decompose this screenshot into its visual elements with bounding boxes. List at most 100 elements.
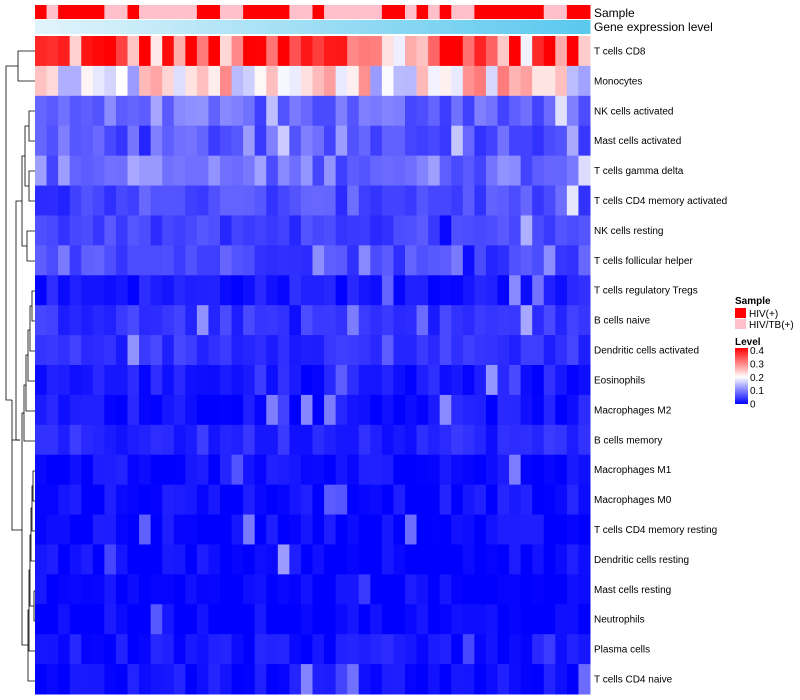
row-label: Monocytes: [594, 76, 642, 87]
heatmap-cell: [520, 95, 533, 127]
heatmap-cell: [58, 514, 71, 545]
heatmap-cell: [208, 215, 221, 246]
heatmap-cell: [416, 634, 429, 665]
heatmap-cell: [289, 95, 302, 127]
heatmap-cell: [104, 484, 117, 516]
heatmap-cell: [543, 514, 556, 545]
heatmap-cell: [243, 125, 256, 157]
heatmap-cell: [405, 36, 418, 67]
heatmap-cell: [509, 305, 522, 336]
gene-expression-annotation-cell: [46, 20, 59, 34]
heatmap-cell: [474, 574, 487, 605]
heatmap-cell: [277, 634, 290, 665]
heatmap-cell: [220, 604, 233, 635]
heatmap-cell: [289, 604, 302, 635]
heatmap-cell: [474, 424, 487, 456]
heatmap-cell: [115, 664, 128, 695]
heatmap-cell: [35, 574, 48, 605]
heatmap-cell: [393, 454, 406, 486]
heatmap-cell: [358, 125, 371, 157]
heatmap-cell: [220, 454, 233, 486]
heatmap-cell: [185, 574, 198, 605]
heatmap-cell: [555, 245, 568, 276]
heatmap-cell: [115, 574, 128, 605]
heatmap-cell: [520, 484, 533, 516]
heatmap-cell: [381, 634, 394, 665]
heatmap-cell: [497, 574, 510, 605]
heatmap-cell: [277, 185, 290, 216]
gene-expression-annotation-cell: [358, 20, 371, 34]
heatmap-cell: [69, 36, 82, 67]
heatmap-cell: [127, 125, 140, 157]
heatmap-cell: [497, 604, 510, 635]
heatmap-cell: [46, 514, 59, 545]
heatmap-cell: [139, 514, 152, 545]
heatmap-cell: [220, 394, 233, 426]
heatmap-cell: [185, 424, 198, 456]
heatmap-cell: [543, 664, 556, 695]
heatmap-cell: [497, 65, 510, 97]
sample-annotation-cell: [127, 5, 140, 19]
heatmap-cell: [416, 365, 429, 396]
heatmap-cell: [69, 335, 82, 366]
row-label: Macrophages M1: [594, 465, 672, 476]
heatmap-cell: [532, 664, 545, 695]
heatmap-cell: [243, 484, 256, 516]
heatmap-cell: [555, 215, 568, 246]
heatmap-cell: [532, 544, 545, 575]
heatmap-cell: [543, 365, 556, 396]
heatmap-cell: [485, 65, 498, 97]
heatmap-cell: [462, 454, 475, 486]
heatmap-cell: [428, 245, 441, 276]
heatmap-cell: [81, 424, 94, 456]
row-label: Mast cells resting: [594, 585, 671, 596]
heatmap-cell: [520, 155, 533, 187]
heatmap-cell: [370, 275, 383, 306]
heatmap-cell: [335, 305, 348, 336]
legend-level-tick: 0: [750, 400, 756, 411]
heatmap-cell: [509, 454, 522, 486]
heatmap-cell: [324, 125, 337, 157]
gene-expression-annotation-cell: [381, 20, 394, 34]
heatmap-cell: [439, 544, 452, 575]
sample-annotation-cell: [324, 5, 337, 19]
heatmap-cell: [393, 245, 406, 276]
heatmap-cell: [543, 424, 556, 456]
heatmap-cell: [35, 424, 48, 456]
heatmap-cell: [474, 484, 487, 516]
heatmap-cell: [416, 484, 429, 516]
heatmap-cell: [497, 424, 510, 456]
heatmap-cell: [289, 424, 302, 456]
heatmap-cell: [139, 185, 152, 216]
heatmap-cell: [254, 125, 267, 157]
heatmap-cell: [208, 514, 221, 545]
heatmap-cell: [162, 36, 175, 67]
heatmap-cell: [127, 275, 140, 306]
heatmap-cell: [196, 634, 209, 665]
heatmap-cell: [416, 155, 429, 187]
heatmap-cell: [543, 574, 556, 605]
heatmap-cell: [485, 95, 498, 127]
heatmap-cell: [173, 95, 186, 127]
gene-expression-annotation-cell: [370, 20, 383, 34]
heatmap-cell: [277, 36, 290, 67]
heatmap-cell: [335, 185, 348, 216]
sample-annotation-cell: [485, 5, 498, 19]
heatmap-cell: [254, 574, 267, 605]
heatmap-cell: [92, 484, 105, 516]
heatmap-cell: [220, 514, 233, 545]
heatmap-cell: [497, 664, 510, 695]
heatmap-cell: [312, 365, 325, 396]
heatmap-cell: [92, 424, 105, 456]
heatmap-cell: [104, 95, 117, 127]
heatmap-cell: [324, 514, 337, 545]
heatmap-cell: [474, 394, 487, 426]
heatmap-cell: [428, 544, 441, 575]
heatmap-cell: [220, 245, 233, 276]
heatmap-cell: [358, 454, 371, 486]
heatmap-cell: [462, 514, 475, 545]
heatmap-cell: [115, 215, 128, 246]
heatmap-cell: [312, 664, 325, 695]
heatmap-cell: [324, 574, 337, 605]
heatmap-cell: [439, 664, 452, 695]
